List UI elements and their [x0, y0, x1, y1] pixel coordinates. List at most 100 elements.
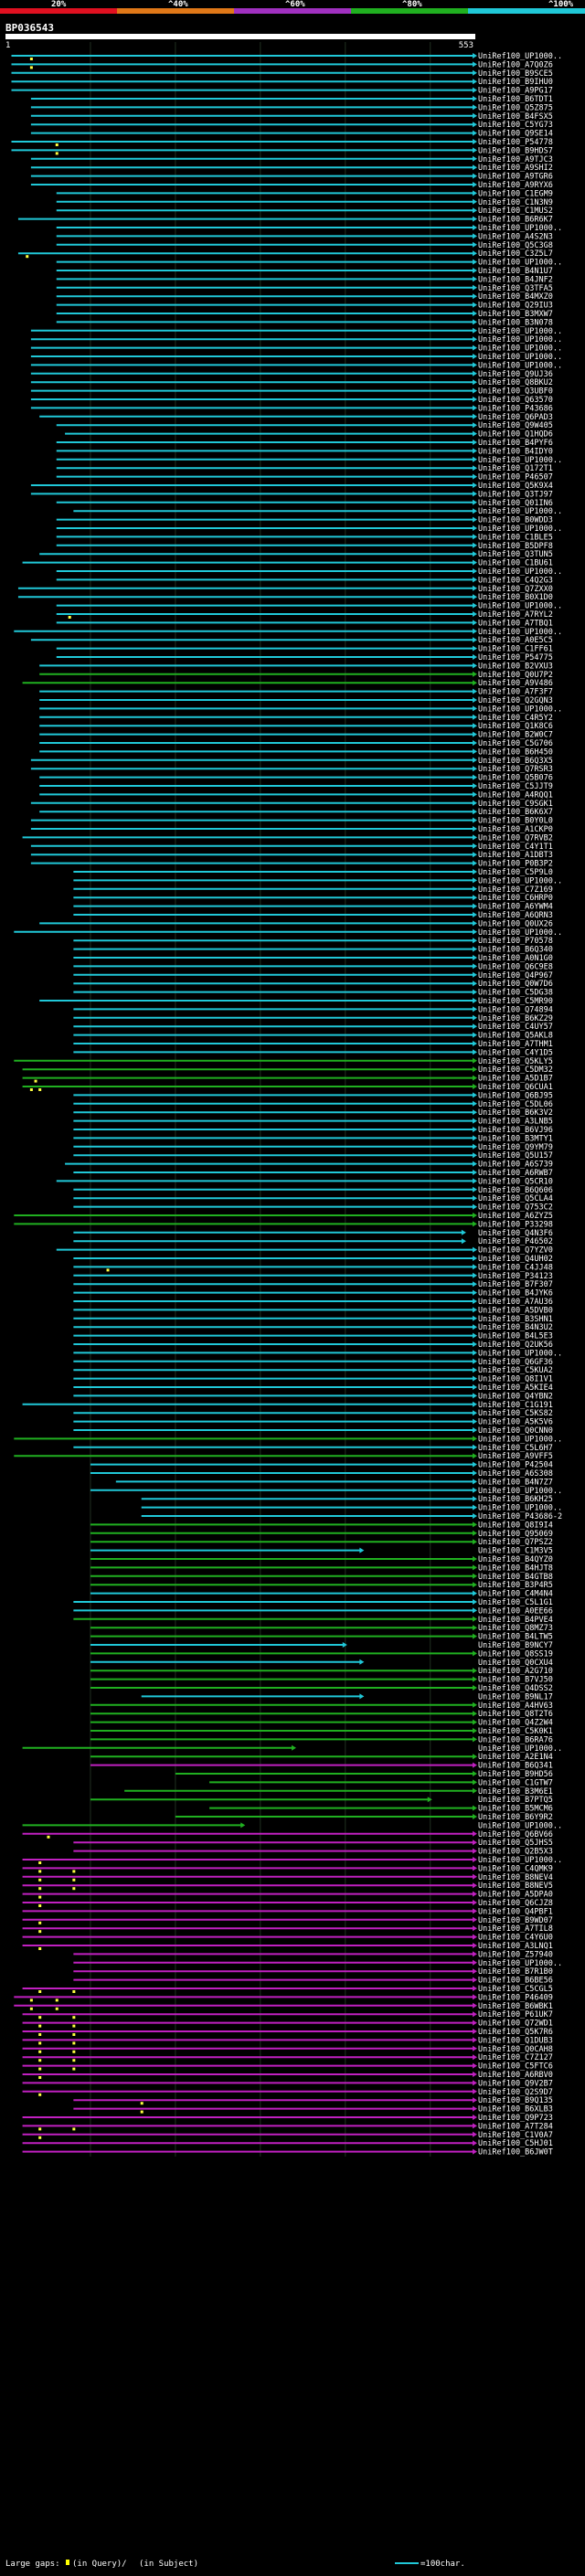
hit-arrow — [473, 688, 477, 694]
hit-arrow — [473, 1873, 477, 1880]
hit-row: UniRef100_P46502 — [73, 1237, 553, 1246]
hit-arrow — [473, 1470, 477, 1476]
hit-label: UniRef100_B4QYZ0 — [478, 1555, 553, 1564]
hit-label: UniRef100_A6RBV0 — [478, 2071, 553, 2080]
hit-arrow — [473, 1805, 477, 1811]
hit-row: UniRef100_A5D1B7 — [22, 1075, 553, 1084]
hit-row: UniRef100_Q3TFA5 — [56, 284, 553, 293]
hit-arrow — [473, 370, 477, 376]
hit-label: UniRef100_Q5CLA4 — [478, 1194, 553, 1203]
identity-scale-segment — [351, 8, 468, 14]
hit-label: UniRef100_Q4DSS2 — [478, 1684, 553, 1693]
hit-row: UniRef100_UP1000.. — [14, 928, 562, 938]
hit-arrow — [473, 122, 477, 128]
hit-label: UniRef100_A4S2N3 — [478, 232, 553, 241]
hit-arrow — [473, 1032, 477, 1038]
identity-scale-label: 20% — [51, 0, 67, 9]
hit-arrow — [473, 559, 477, 566]
hit-row: UniRef100_A6RWB7 — [73, 1169, 553, 1178]
hit-row: UniRef100_B4N3U2 — [73, 1323, 553, 1332]
hit-arrow — [473, 508, 477, 514]
hit-label: UniRef100_B9HDS7 — [478, 146, 553, 155]
hit-label: UniRef100_A3LNQ1 — [478, 1942, 553, 1951]
hit-arrow — [473, 783, 477, 789]
hit-label: UniRef100_UP1000.. — [478, 1504, 562, 1513]
hit-row: UniRef100_Q7YZV0 — [56, 1246, 553, 1256]
hit-label: UniRef100_C5KUA2 — [478, 1366, 553, 1375]
hit-label: UniRef100_C5MR90 — [478, 997, 553, 1006]
hit-label: UniRef100_B9HD56 — [478, 1770, 553, 1779]
hit-label: UniRef100_A7TBQ1 — [478, 619, 553, 628]
hit-label: UniRef100_C5CGL5 — [478, 1985, 553, 1994]
hit-label: UniRef100_C5YG73 — [478, 121, 553, 130]
gap-marker — [38, 1947, 42, 1950]
hit-arrow — [473, 611, 477, 617]
hit-arrow — [473, 1633, 477, 1639]
hit-label: UniRef100_UP1000.. — [478, 353, 562, 362]
hit-arrow — [473, 551, 477, 557]
hit-row: UniRef100_C1M3V5 — [90, 1547, 553, 1556]
hit-label: UniRef100_Q3TUN5 — [478, 550, 553, 559]
hit-arrow — [473, 1049, 477, 1055]
hit-row: UniRef100_Q4PBF1 — [22, 1907, 553, 1916]
hit-arrow — [473, 1453, 477, 1459]
hit-arrow — [473, 1882, 477, 1889]
hit-label: UniRef100_Q9SE14 — [478, 130, 553, 139]
hit-label: UniRef100_Q4N3F6 — [478, 1229, 553, 1238]
hit-row: UniRef100_B6TDT1 — [30, 95, 553, 104]
hit-arrow — [473, 1075, 477, 1081]
hit-label: UniRef100_B9WD07 — [478, 1916, 553, 1925]
hit-row: UniRef100_Q6CJZ8 — [22, 1899, 553, 1908]
hit-arrow — [473, 834, 477, 841]
hit-label: UniRef100_C4Y6U0 — [478, 1934, 553, 1943]
hit-label: UniRef100_A4HV63 — [478, 1701, 553, 1711]
gap-marker — [72, 1870, 76, 1873]
hit-arrow — [473, 663, 477, 669]
hit-row: UniRef100_B4HJT8 — [90, 1564, 553, 1573]
hit-arrow — [473, 1161, 477, 1167]
hit-arrow — [473, 800, 477, 806]
hit-arrow — [342, 1642, 347, 1648]
gap-marker — [38, 2059, 42, 2062]
hit-arrow — [473, 1848, 477, 1854]
hit-row: UniRef100_B6Q606 — [73, 1186, 553, 1195]
hit-arrow — [473, 268, 477, 273]
hit-label: UniRef100_C5K0K1 — [478, 1727, 553, 1736]
hit-row: UniRef100_A7Q0Z6 — [11, 60, 553, 69]
hit-row: UniRef100_Q6GF36 — [73, 1358, 553, 1367]
identity-scale-label: ^80% — [402, 0, 422, 9]
hit-row: UniRef100_C5FTC6 — [22, 2062, 553, 2072]
hit-row: UniRef100_A9TJC3 — [30, 155, 553, 164]
hit-row: UniRef100_Q5CR10 — [56, 1177, 553, 1186]
hit-label: UniRef100_Q7RSR3 — [478, 765, 553, 774]
hit-row: UniRef100_A5KIE4 — [73, 1383, 553, 1393]
hit-label: UniRef100_C1G191 — [478, 1401, 553, 1410]
hit-label: UniRef100_Q8I1V1 — [478, 1375, 553, 1384]
hit-arrow — [473, 2115, 477, 2120]
hit-arrow — [473, 1170, 477, 1175]
hit-label: UniRef100_A9VFF5 — [478, 1452, 553, 1461]
hit-arrow — [473, 1084, 477, 1089]
hit-row: UniRef100_C4R5Y2 — [39, 714, 553, 723]
hit-label: UniRef100_UP1000.. — [478, 876, 562, 885]
hit-label: UniRef100_Q7RVB2 — [478, 833, 553, 843]
hit-arrow — [473, 1504, 477, 1511]
hit-arrow — [473, 482, 477, 488]
identity-scale-segment — [117, 8, 234, 14]
hit-arrow — [473, 225, 477, 230]
hit-row: UniRef100_C5YG73 — [30, 121, 553, 130]
hit-arrow — [473, 1625, 477, 1631]
hit-arrow — [473, 791, 477, 798]
hit-label: UniRef100_Q9YM79 — [478, 1143, 553, 1152]
hit-label: UniRef100_Q3UBF0 — [478, 387, 553, 397]
hit-label: UniRef100_UP1000.. — [478, 1856, 562, 1865]
hit-row: UniRef100_P43686-2 — [141, 1512, 562, 1521]
hit-label: UniRef100_Q8I9I4 — [478, 1521, 553, 1530]
hit-row: UniRef100_Q7RVB2 — [22, 833, 553, 843]
gap-marker — [38, 2033, 42, 2036]
hit-arrow — [473, 302, 477, 308]
hit-arrow — [359, 1693, 365, 1700]
hit-arrow — [473, 164, 477, 171]
hit-arrow — [473, 1358, 477, 1364]
